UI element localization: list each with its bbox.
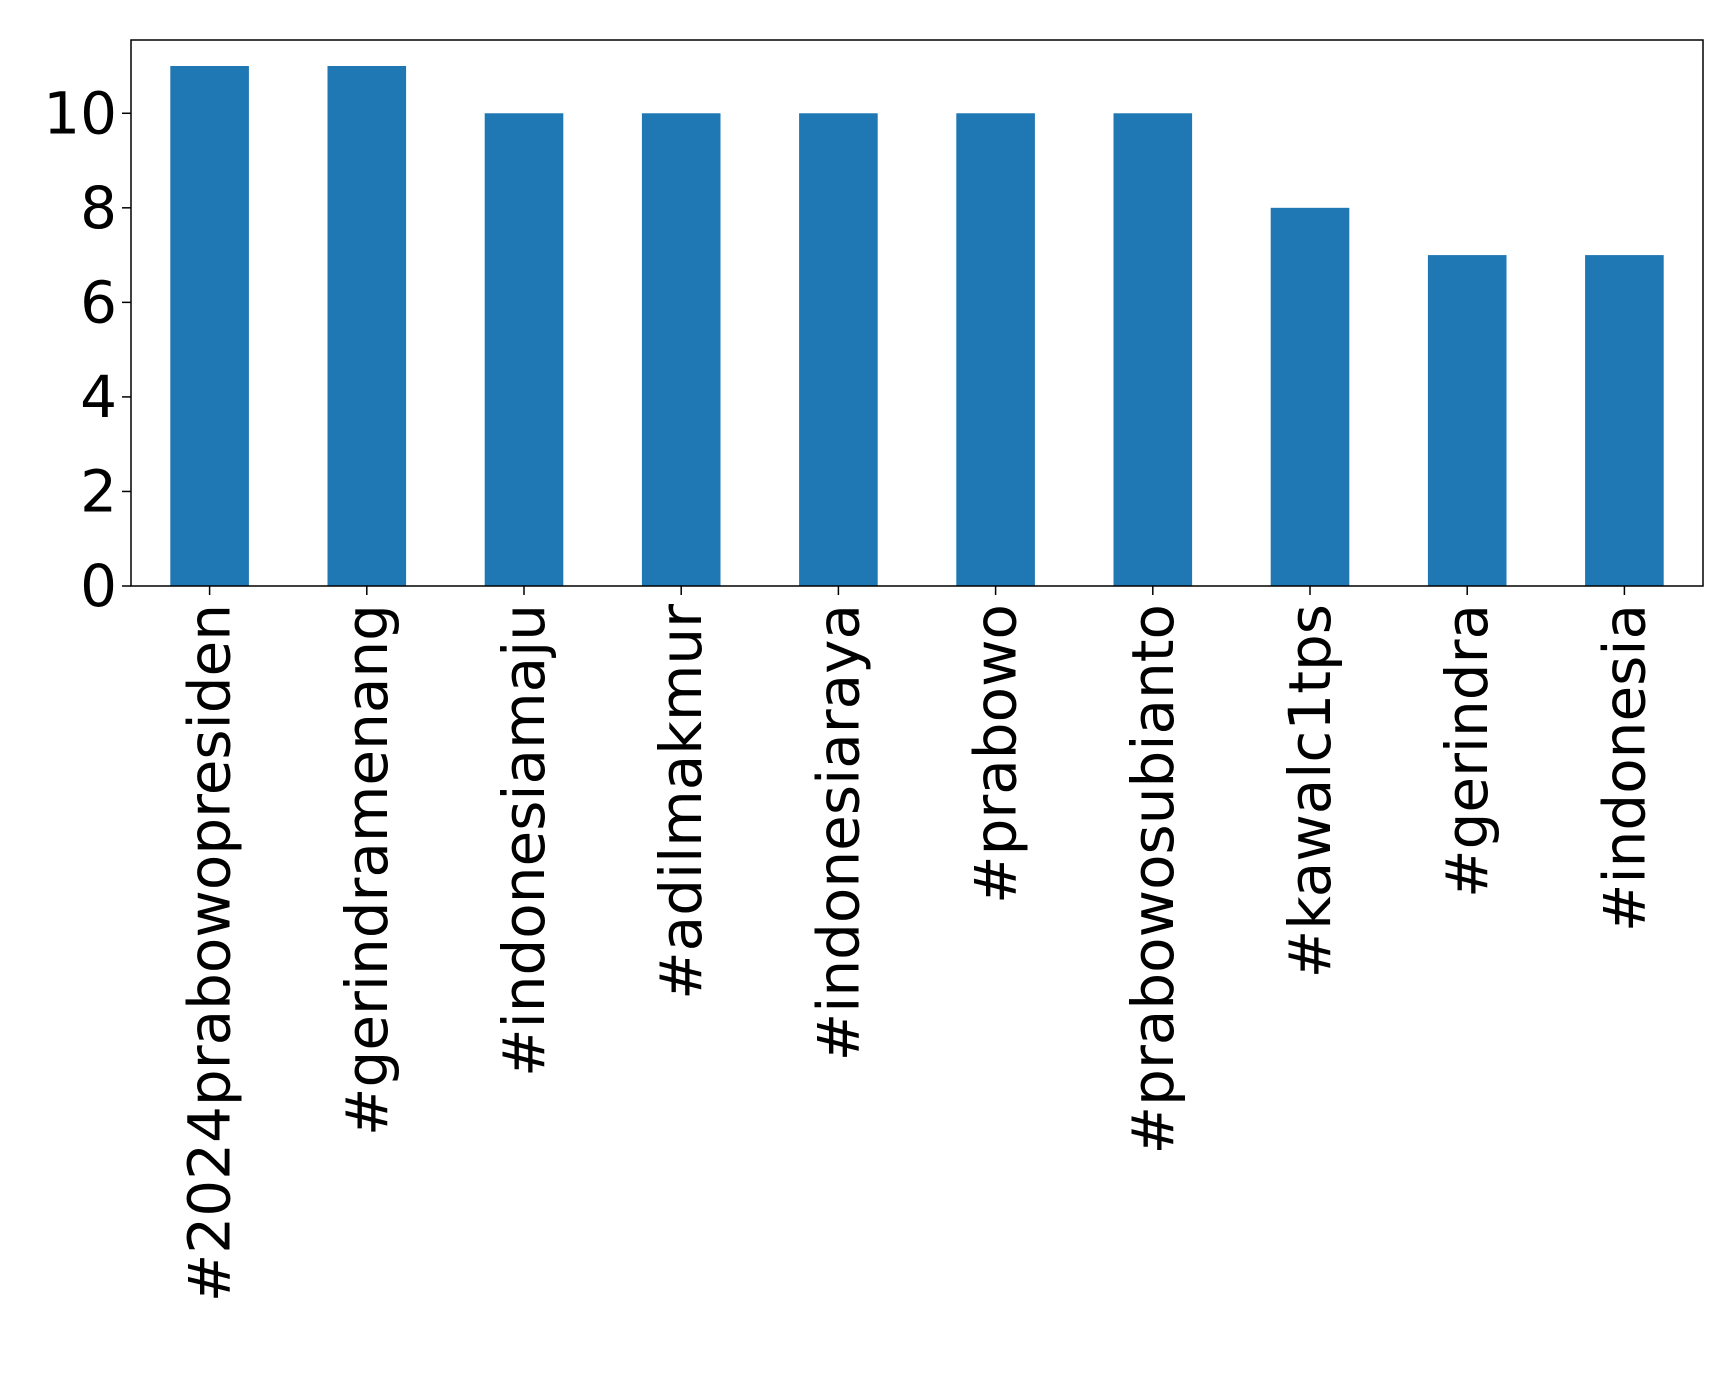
plot-frame [130,39,1704,587]
x-tick-label: #kawalc1tps [1276,604,1344,978]
bar [484,113,564,586]
bar [1585,255,1664,586]
y-axis: 0 2 4 6 8 10 [43,79,131,620]
x-tick-label: #2024prabowopresiden [176,604,244,1302]
bars-group [170,66,1664,586]
x-tick-label: #indonesiamaju [490,604,558,1077]
bar [170,66,249,586]
x-axis: #2024prabowopresiden #gerindramenang #indo… [176,586,1658,1302]
bar [1270,207,1350,586]
bar [799,113,878,586]
bar [641,113,721,586]
y-tick-label: 8 [80,174,117,242]
x-tick-label: #gerindramenang [333,604,401,1136]
bar [1427,255,1507,586]
y-tick-label: 4 [80,363,117,431]
bar [956,113,1035,586]
bar [327,66,407,586]
x-tick-label: #gerindra [1433,604,1501,898]
x-tick-label: #indonesiaraya [804,604,872,1061]
y-tick-label: 2 [80,457,117,525]
x-tick-label: #prabowo [962,604,1030,904]
x-tick-label: #prabowosubianto [1119,604,1187,1154]
y-tick-label: 6 [80,268,117,336]
y-tick-label: 0 [80,552,117,620]
x-tick-label: #adilmakmur [647,604,715,1000]
bar [1113,113,1193,586]
x-tick-label: #indonesia [1590,604,1658,932]
y-tick-label: 10 [43,79,117,147]
